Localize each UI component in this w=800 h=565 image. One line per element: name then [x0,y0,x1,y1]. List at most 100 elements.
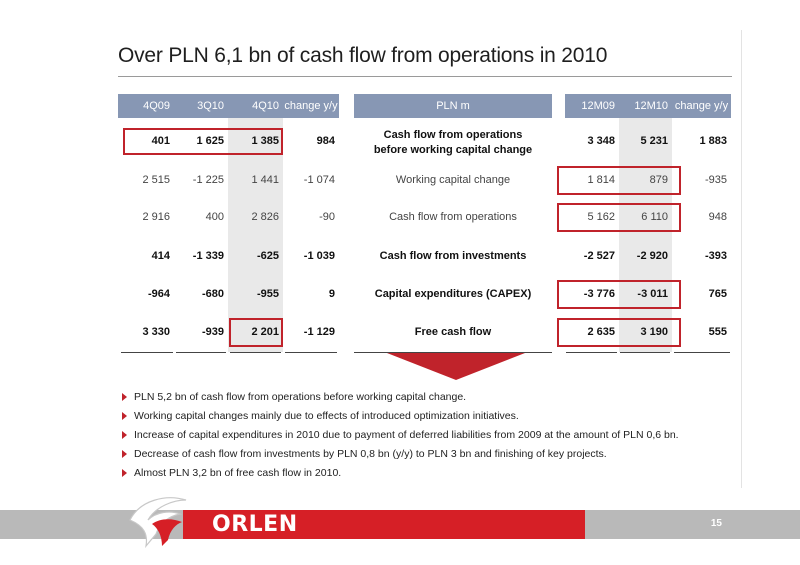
cell-change-quarterly: -1 129 [303,326,335,338]
cell-change-quarterly: -1 039 [303,250,335,262]
footer-bar: 15 [0,510,800,539]
column-underline [620,352,670,353]
column-underline [230,352,281,353]
label-text: Free cash flow [414,325,492,338]
cell-change-annual: 555 [708,326,727,338]
cell-12m10: 5 231 [640,135,668,147]
cell-4q09: 3 330 [142,326,170,338]
table-row: 3 330 -939 2 201 -1 129 [118,319,339,345]
cell-change-annual: 765 [708,288,727,300]
cell-4q09: -964 [147,288,170,300]
cell-4q09: 2 916 [142,211,170,223]
column-underline [674,352,730,353]
page-number: 15 [710,518,722,529]
cell-12m09: 5 162 [587,211,615,223]
item-header: PLN m [354,94,552,118]
cell-12m09: -2 527 [583,250,615,262]
highlight-box-capex-annual [557,280,681,309]
cell-12m10: 6 110 [641,211,668,223]
title-divider [118,76,732,77]
cell-4q09: 2 515 [142,174,170,186]
column-underline [566,352,617,353]
highlight-box-cfo-annual [557,203,681,232]
cell-12m10: 3 190 [640,326,668,338]
cell-12m10: -3 011 [637,288,668,300]
cell-12m09: -3 776 [583,288,615,300]
down-arrow-icon [387,353,525,380]
list-item: PLN 5,2 bn of cash flow from operations … [120,388,679,407]
cell-3q10: -1 339 [192,250,224,262]
list-item: Almost PLN 3,2 bn of free cash flow in 2… [120,464,679,483]
table-row: -2 527 -2 920 -393 [565,243,731,269]
orlen-wordmark: ORLEN [212,512,298,537]
quarterly-header: 4Q09 3Q10 4Q10 change y/y [118,94,339,118]
header-12m10: 12M10 [634,100,668,112]
column-underline [176,352,226,353]
highlight-box-fcf-4q10 [229,318,283,347]
cell-4q09: 414 [151,250,170,262]
cell-change-annual: 1 883 [699,135,727,147]
slide-title: Over PLN 6,1 bn of cash flow from operat… [118,44,608,67]
list-item: Working capital changes mainly due to ef… [120,407,679,426]
highlight-box-q-row1 [123,128,283,155]
cell-4q10: -625 [256,250,279,262]
cell-12m10: -2 920 [636,250,668,262]
table-row: -3 776 -3 011 765 [565,281,731,307]
cell-3q10: 1 625 [196,135,224,147]
label-text: Cash flow from operations [389,210,517,223]
cell-3q10: 400 [205,211,224,223]
row-label: Cash flow from investments [354,243,552,269]
orlen-eagle-logo-icon [129,497,187,549]
row-label: Working capital change [354,167,552,193]
cell-3q10: -680 [201,288,224,300]
footer-brand-block [183,510,585,539]
cell-change-quarterly: 984 [316,135,335,147]
cell-4q10: 2 201 [251,326,279,338]
cell-12m09: 3 348 [587,135,615,147]
highlight-box-fcf-annual [557,318,681,347]
table-row: 414 -1 339 -625 -1 039 [118,243,339,269]
footer-right-block [585,510,800,539]
label-text: Capital expenditures (CAPEX) [374,287,532,300]
cell-3q10: -939 [201,326,224,338]
header-pln-m: PLN m [436,100,470,112]
highlight-box-wc-annual [557,166,681,195]
annual-header: 12M09 12M10 change y/y [565,94,731,118]
cell-12m09: 2 635 [587,326,615,338]
column-underline [354,352,552,353]
column-underline [285,352,337,353]
cell-4q09: 401 [151,135,170,147]
table-row: 5 162 6 110 948 [565,204,731,230]
cell-change-quarterly: -90 [319,211,335,223]
4q10-column-shade [228,118,283,352]
cell-change-annual: 948 [708,211,727,223]
label-text: Cash flow from operations before working… [373,129,533,156]
cell-4q10: 1 441 [251,174,279,186]
cell-4q10: 1 385 [251,135,279,147]
bullet-triangle-icon [122,469,127,477]
list-item: Decrease of cash flow from investments b… [120,445,679,464]
header-change-quarterly: change y/y [284,99,338,112]
cell-change-quarterly: -1 074 [303,174,335,186]
bullet-triangle-icon [122,412,127,420]
header-4q10: 4Q10 [252,100,279,112]
header-3q10: 3Q10 [197,100,224,112]
cell-12m09: 1 814 [587,174,615,186]
cell-12m10: 879 [649,174,668,186]
row-label: Cash flow from operations [354,204,552,230]
table-row: -964 -680 -955 9 [118,281,339,307]
header-4q09: 4Q09 [143,100,170,112]
header-change-annual: change y/y [674,99,729,112]
table-row: 2 515 -1 225 1 441 -1 074 [118,167,339,193]
table-row: 3 348 5 231 1 883 [565,128,731,154]
header-12m09: 12M09 [581,100,615,112]
cell-change-annual: -935 [704,174,727,186]
list-item: Increase of capital expenditures in 2010… [120,426,679,445]
cell-change-annual: -393 [704,250,727,262]
row-label: Free cash flow [354,319,552,345]
table-row: 1 814 879 -935 [565,167,731,193]
row-label: Cash flow from operations before working… [354,128,552,158]
right-margin-line [741,30,742,488]
table-row: 401 1 625 1 385 984 [118,128,339,154]
label-text: Working capital change [395,173,511,186]
